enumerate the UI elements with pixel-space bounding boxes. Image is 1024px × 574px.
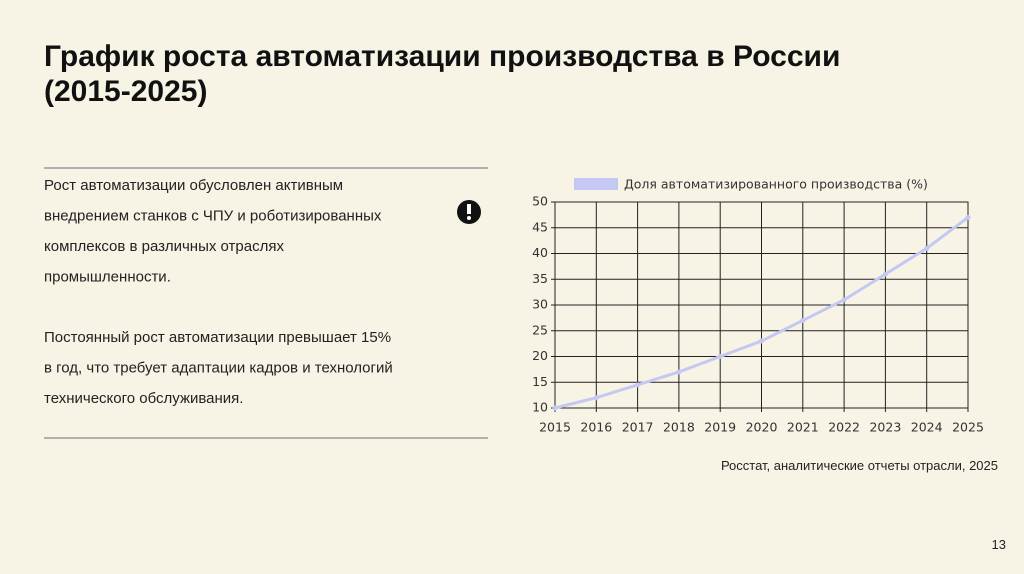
x-tick-label: 2019: [704, 420, 736, 435]
y-tick-label: 40: [532, 245, 548, 260]
x-tick-label: 2020: [746, 420, 778, 435]
x-tick-label: 2017: [622, 420, 654, 435]
plot-frame: [554, 201, 969, 409]
x-tick-label: 2023: [869, 420, 901, 435]
data-point: [552, 405, 558, 411]
y-tick-label: 25: [532, 322, 548, 337]
data-point: [841, 297, 847, 303]
y-tick-label: 10: [532, 400, 548, 415]
source-note: Росстат, аналитические отчеты отрасли, 2…: [721, 458, 998, 473]
slide-title: График роста автоматизации производства …: [44, 40, 840, 73]
data-point: [717, 354, 723, 359]
slide-title: (2015-2025): [44, 75, 207, 108]
data-point: [924, 245, 930, 251]
y-tick-label: 50: [532, 194, 548, 209]
data-point: [635, 382, 641, 388]
paragraph-line: в год, что требует адаптации кадров и те…: [44, 360, 393, 377]
body-text: Рост автоматизации обусловлен активным вн…: [44, 177, 393, 407]
y-tick-label: 35: [532, 271, 548, 286]
paragraph-line: комплексов в различных отраслях: [44, 238, 284, 255]
x-tick-label: 2024: [911, 420, 943, 435]
paragraph-line: промышленности.: [44, 269, 171, 286]
alert-icon: [457, 200, 481, 224]
data-point: [593, 395, 599, 401]
paragraph-line: технического обслуживания.: [44, 390, 243, 407]
x-tick-label: 2025: [952, 420, 984, 435]
legend-label: Доля автоматизированного производства (%…: [624, 177, 928, 192]
data-point: [965, 214, 971, 220]
y-tick-label: 45: [532, 219, 548, 234]
paragraph-line: внедрением станков с ЧПУ и роботизирован…: [44, 208, 382, 225]
x-tick-label: 2022: [828, 420, 860, 435]
x-tick-label: 2015: [539, 420, 571, 435]
y-tick-label: 30: [532, 297, 548, 312]
x-tick-label: 2021: [787, 420, 819, 435]
y-tick-label: 20: [532, 348, 548, 363]
paragraph-line: Постоянный рост автоматизации превышает …: [44, 329, 391, 346]
page-number: 13: [992, 537, 1006, 552]
data-point: [759, 338, 764, 344]
data-point: [882, 271, 888, 277]
x-tick-label: 2018: [663, 420, 695, 435]
data-point: [800, 317, 806, 323]
x-tick-label: 2016: [580, 420, 612, 435]
legend-swatch: [574, 178, 618, 190]
y-tick-label: 15: [532, 374, 548, 389]
data-point: [676, 369, 682, 375]
paragraph-line: Рост автоматизации обусловлен активным: [44, 177, 343, 194]
